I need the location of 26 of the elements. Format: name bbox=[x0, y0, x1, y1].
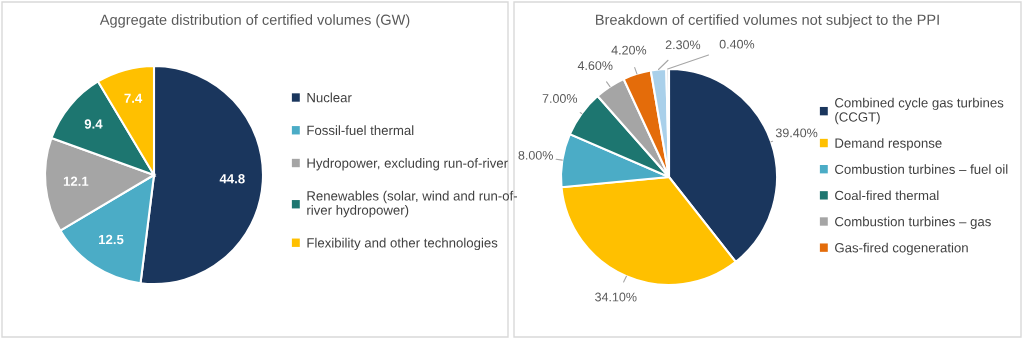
legend-label: Nuclear bbox=[307, 92, 352, 103]
data-label: 34.10% bbox=[595, 292, 637, 302]
data-label: 4.60% bbox=[577, 61, 613, 70]
legend-label: Hydropower, excluding run-of-river bbox=[307, 158, 508, 171]
data-label: 9.4 bbox=[84, 119, 103, 129]
legend-label: Gas-fired cogeneration bbox=[835, 242, 968, 256]
legend-label: Demand response bbox=[835, 138, 942, 151]
legend-label: Renewables (solar, wind and run-of-river hydropower) bbox=[307, 190, 518, 218]
legend-label: Combined cycle gas turbines (CCGT) bbox=[835, 97, 1004, 125]
legend-label: Fossil-fuel thermal bbox=[307, 125, 414, 136]
legend-label: Combustion turbines – gas bbox=[835, 216, 991, 229]
data-label: 8.00% bbox=[518, 150, 553, 160]
legend-label: Combustion turbines – fuel oil bbox=[835, 164, 1008, 174]
data-label: 44.8 bbox=[219, 174, 245, 184]
chart-title: Aggregate distribution of certified volumes (GW) bbox=[99, 14, 410, 28]
legend-label: Coal-fired thermal bbox=[835, 190, 939, 201]
data-label: 39.40% bbox=[775, 128, 818, 138]
chart-title: Breakdown of certified volumes not subject to the PPI bbox=[596, 14, 939, 28]
data-label: 7.00% bbox=[542, 94, 578, 103]
data-label: 7.4 bbox=[124, 93, 143, 103]
data-label: 0.40% bbox=[719, 39, 755, 49]
data-label: 4.20% bbox=[611, 45, 647, 55]
data-label: 2.30% bbox=[665, 40, 701, 50]
data-label: 12.1 bbox=[63, 176, 89, 186]
data-label: 12.5 bbox=[99, 234, 124, 245]
legend-label: Flexibility and other technologies bbox=[307, 237, 498, 251]
